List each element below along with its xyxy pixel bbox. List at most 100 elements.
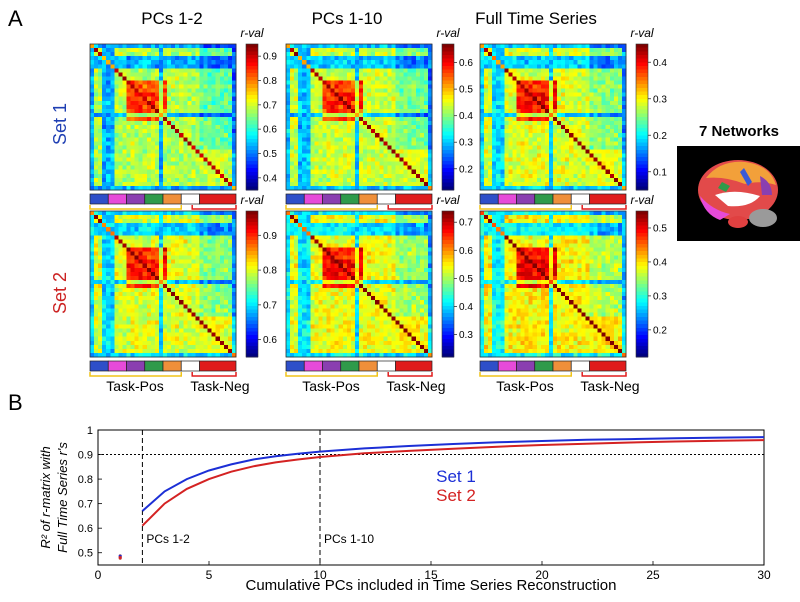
heatmap-cell [342, 145, 348, 150]
heatmap-cell [577, 112, 582, 118]
heatmap-cell [488, 137, 493, 142]
heatmap-cell [403, 104, 409, 110]
heatmap-cell [621, 165, 627, 171]
heatmap-cell [146, 181, 152, 187]
heatmap-cell [367, 177, 372, 183]
heatmap-cell [553, 48, 558, 53]
heatmap-cell [411, 177, 417, 183]
heatmap-cell [553, 112, 558, 118]
heatmap-cell [94, 117, 99, 122]
colorbar-segment [636, 149, 648, 154]
heatmap-cell [199, 251, 204, 257]
colorbar-segment [442, 146, 454, 151]
heatmap-cell [98, 263, 103, 269]
heatmap-cell [544, 64, 550, 69]
heatmap-cell [227, 169, 233, 175]
heatmap-cell [158, 76, 164, 81]
heatmap-cell [524, 129, 530, 134]
heatmap-cell [98, 247, 103, 252]
heatmap-cell [118, 149, 123, 154]
heatmap-cell [512, 68, 517, 73]
heatmap-cell [601, 72, 607, 77]
heatmap-cell [215, 88, 221, 94]
heatmap-cell [219, 52, 225, 57]
heatmap-cell [605, 68, 611, 73]
heatmap-cell [310, 165, 315, 171]
heatmap-cell [134, 259, 140, 265]
heatmap-cell [585, 181, 590, 187]
heatmap-cell [106, 80, 111, 85]
heatmap-cell [524, 165, 530, 171]
heatmap-cell [106, 267, 111, 273]
heatmap-cell [310, 137, 315, 142]
heatmap-cell [371, 173, 376, 179]
heatmap-cell [122, 52, 127, 57]
heatmap-cell [528, 129, 534, 134]
heatmap-cell [219, 117, 225, 122]
heatmap-cell [298, 121, 303, 126]
heatmap-cell [601, 117, 607, 122]
heatmap-cell [290, 64, 295, 69]
heatmap-cell [215, 239, 221, 244]
heatmap-cell [183, 68, 188, 73]
heatmap-cell [318, 133, 323, 138]
heatmap-cell [154, 44, 160, 49]
heatmap-cell [593, 153, 599, 158]
heatmap-cell [90, 153, 95, 158]
heatmap-cell [290, 157, 295, 163]
heatmap-cell [520, 185, 526, 191]
heatmap-cell [492, 117, 497, 122]
heatmap-cell [577, 72, 582, 77]
colorbar-segment [246, 179, 258, 184]
heatmap-cell [183, 243, 188, 248]
heatmap-cell [581, 129, 586, 134]
heatmap-cell [134, 219, 140, 224]
heatmap-cell [419, 56, 425, 61]
heatmap-cell [223, 100, 229, 106]
heatmap-cell [215, 251, 221, 257]
heatmap-cell [314, 88, 319, 94]
heatmap-cell [94, 267, 99, 273]
heatmap-cell [199, 141, 204, 146]
heatmap-cell [126, 263, 131, 269]
heatmap-cell [496, 80, 501, 85]
heatmap-cell [540, 48, 546, 53]
heatmap-cell [211, 279, 217, 285]
heatmap-cell [179, 173, 184, 179]
heatmap-cell [207, 92, 213, 98]
heatmap-cell [411, 165, 417, 171]
heatmap-cell [536, 80, 542, 85]
heatmap-cell [142, 157, 148, 163]
heatmap-cell [114, 44, 119, 49]
heatmap-cell [179, 169, 184, 175]
heatmap-cell [191, 215, 196, 220]
heatmap-cell [223, 141, 229, 146]
heatmap-cell [387, 141, 392, 146]
heatmap-cell [231, 275, 237, 281]
heatmap-cell [191, 108, 196, 114]
heatmap-cell [203, 181, 209, 187]
heatmap-cell [195, 292, 200, 297]
heatmap-cell [175, 169, 180, 175]
heatmap-cell [122, 243, 127, 248]
heatmap-cell [298, 137, 303, 142]
colorbar-segment [442, 164, 454, 169]
heatmap-cell [183, 137, 188, 142]
heatmap-cell [179, 92, 184, 98]
heatmap-cell [158, 211, 164, 216]
heatmap-cell [179, 177, 184, 183]
heatmap-cell [130, 300, 136, 305]
heatmap-cell [488, 177, 493, 183]
heatmap-cell [94, 80, 99, 85]
heatmap-cell [322, 185, 327, 191]
heatmap-cell [138, 92, 144, 98]
heatmap-cell [122, 211, 127, 216]
heatmap-cell [130, 80, 136, 85]
heatmap-cell [122, 88, 127, 94]
heatmap-cell [581, 48, 586, 53]
heatmap-cell [150, 219, 156, 224]
colorbar-segment [442, 44, 454, 49]
heatmap-cell [219, 177, 225, 183]
heatmap-cell [199, 247, 204, 252]
heatmap-cell [569, 52, 574, 57]
